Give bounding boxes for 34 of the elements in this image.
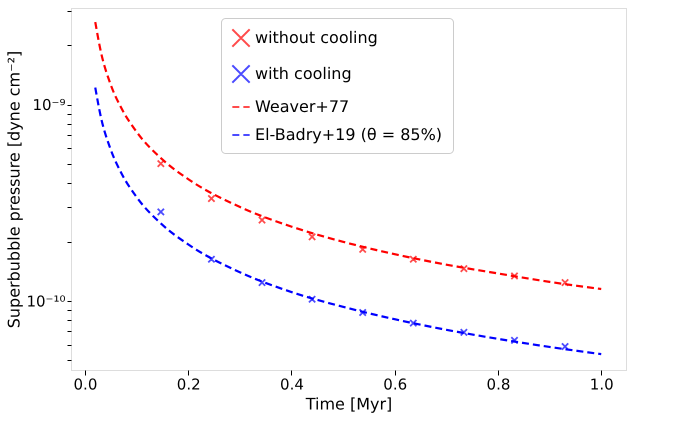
point [460, 264, 468, 273]
legend-label: with cooling [255, 64, 352, 83]
point [409, 255, 418, 264]
point [561, 342, 570, 351]
point [156, 160, 165, 168]
point [409, 319, 418, 328]
x-tick-label: 0.4 [280, 376, 304, 394]
legend-label: Weaver+77 [255, 97, 350, 116]
point [460, 328, 468, 336]
point [308, 232, 316, 241]
y-axis-title: Superbubble pressure [dyne cm⁻²] [4, 50, 24, 328]
point [207, 255, 216, 264]
point [561, 278, 570, 287]
point [156, 208, 165, 216]
x-tick-label: 0.0 [74, 376, 98, 394]
x-tick-label: 0.6 [383, 376, 408, 394]
point [510, 272, 519, 280]
point [258, 216, 266, 224]
x-axis-title: Time [Myr] [304, 394, 392, 414]
point [258, 278, 266, 287]
x-tick-label: 0.8 [486, 376, 510, 394]
line-series [94, 86, 602, 356]
legend-label: without cooling [255, 28, 378, 47]
point [358, 245, 367, 254]
x-tick-label: 0.2 [176, 376, 201, 394]
point [308, 295, 316, 304]
line-series [94, 20, 602, 290]
point [510, 336, 519, 344]
y-tick-label: 10⁻¹⁰ [26, 292, 66, 310]
point [358, 308, 367, 317]
legend-label: El-Badry+19 (θ = 85%) [255, 125, 442, 144]
y-tick-label: 10⁻⁹ [32, 96, 66, 114]
point [207, 194, 216, 203]
x-tick-label: 1.0 [590, 376, 614, 394]
